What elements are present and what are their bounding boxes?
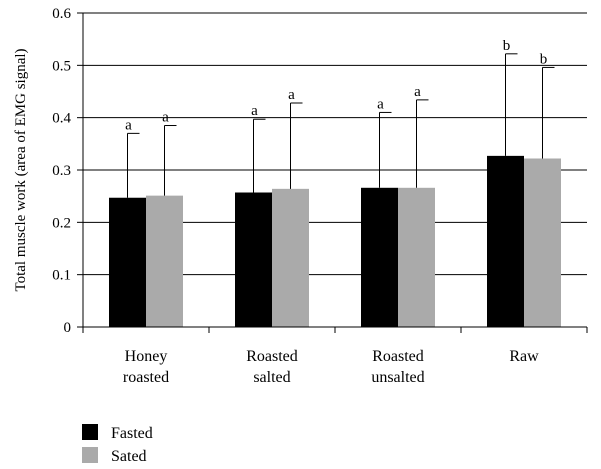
bars [109, 155, 561, 327]
y-tick-label: 0.4 [52, 111, 71, 127]
y-tick-label: 0.3 [52, 163, 71, 179]
bar-fasted [235, 192, 272, 327]
significance-label: a [251, 103, 258, 119]
significance-label: a [414, 84, 421, 100]
bar-sated [398, 187, 435, 327]
legend-label-fasted: Fasted [111, 425, 153, 442]
x-category-line: Honey [125, 348, 168, 365]
x-category-label: Raw [509, 348, 539, 365]
legend: Fasted Sated [82, 424, 153, 465]
x-category-line: salted [253, 369, 290, 386]
axes [77, 12, 588, 333]
significance-label: a [162, 110, 169, 126]
y-tick-label: 0.2 [52, 215, 71, 231]
legend-label-sated: Sated [111, 448, 147, 465]
significance-label: a [377, 96, 384, 112]
significance-labels: a a a a a a b b [125, 38, 547, 134]
bar-sated [524, 158, 561, 327]
y-axis-label: Total muscle work (area of EMG signal) [13, 48, 29, 291]
bar-fasted [109, 197, 146, 327]
legend-swatch-sated [82, 447, 98, 463]
x-category-label: Honey roasted [123, 348, 169, 386]
significance-label: a [125, 117, 132, 133]
x-category-line: unsalted [371, 369, 424, 386]
legend-swatch-fasted [82, 424, 98, 440]
y-tick-label: 0.5 [52, 58, 71, 74]
x-category-label: Roasted unsalted [371, 348, 424, 386]
bar-fasted [361, 187, 398, 327]
y-tick-label: 0 [64, 320, 72, 336]
bar-sated [146, 195, 183, 327]
significance-label: b [540, 51, 548, 67]
y-tick-label: 0.6 [52, 6, 71, 22]
y-tick-label: 0.1 [52, 268, 71, 284]
x-category-label: Roasted salted [246, 348, 298, 386]
bar-fasted [487, 155, 524, 327]
error-bars [127, 53, 555, 198]
x-category-line: Roasted [372, 348, 424, 365]
bar-sated [272, 188, 309, 327]
y-tick-labels: 0 0.1 0.2 0.3 0.4 0.5 0.6 [52, 6, 71, 336]
significance-label: a [288, 87, 295, 103]
x-category-line: Roasted [246, 348, 298, 365]
significance-label: b [503, 38, 511, 54]
x-category-labels: Honey roasted Roasted salted Roasted unsalted… [123, 348, 539, 386]
x-category-line: roasted [123, 369, 169, 386]
x-category-line: Raw [509, 348, 539, 365]
